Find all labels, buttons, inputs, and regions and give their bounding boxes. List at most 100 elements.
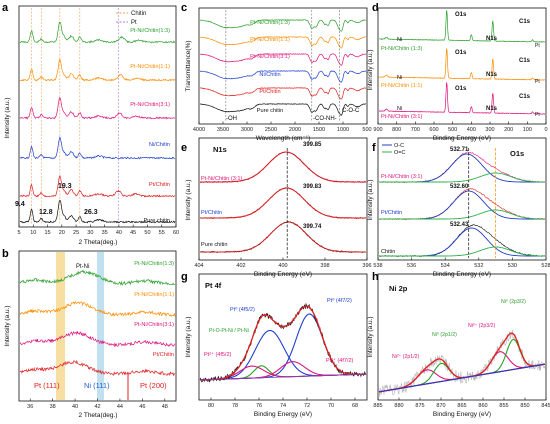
panel-d: d Intensity (a.u.) Binding Energy (eV) 9…: [367, 2, 548, 142]
c-label-s11: Pt-Ni/Chitin(1:1): [250, 37, 290, 43]
c-band-conh: -CO-NH-: [313, 116, 337, 122]
g-tick-label: 74: [280, 403, 286, 409]
d-o1s-label-2: O1s: [455, 50, 467, 56]
e-fit-s31: [200, 151, 366, 183]
panel-h-curves: [378, 329, 546, 397]
d-tick-label: 0: [544, 127, 547, 133]
e-label-s31: Pt-Ni/Chitin (3:1): [201, 176, 242, 182]
panel-a-letter: a: [2, 2, 9, 14]
f-peak-2: 532.60: [450, 184, 469, 190]
h-tick-label: 845: [541, 403, 550, 409]
panel-g-curves: [199, 302, 367, 383]
c-band-coc: C-O-C: [342, 108, 360, 114]
panel-a-xticks: 5 10 15 20 25 30 35 40 45 50 55 60: [17, 224, 179, 236]
a-label-ni: Ni/Chitin: [149, 142, 170, 148]
f-oc-pt: [379, 190, 545, 220]
panel-f-curves: [378, 148, 546, 258]
panel-e: e N1s Intensity (a.u.) Binding Energy (e…: [181, 137, 372, 278]
panel-g-xticks: 80 78 76 74 72 70 68: [208, 397, 358, 409]
b-tick-label: 46: [139, 404, 145, 410]
a-curve-chitin: [19, 200, 176, 224]
e-tick-label: 398: [320, 263, 329, 269]
b-label-s31: Pt-Ni/Chitin(3:1): [134, 322, 174, 328]
h-label-ni2-32: Ni²⁺ (2p3/2): [468, 323, 496, 329]
panel-c: c Transmittance(%) Wavelength (cm⁻¹) 400…: [181, 2, 372, 142]
c-curve-s31: [200, 53, 367, 66]
e-fit-pt: [200, 187, 366, 219]
panel-c-ylabel: Transmittance(%): [185, 40, 192, 91]
f-tick-label: 534: [441, 263, 450, 269]
a-tick-label: 5: [17, 230, 20, 236]
c-label-s13: Pt-Ni/Chitin(1:3): [250, 20, 290, 26]
e-tick-label: 400: [278, 263, 287, 269]
d-ni-label-3: Ni: [397, 106, 402, 112]
panel-a: a Intensity (a.u.) 2 Theta(deg.) 5 10 15 20…: [2, 2, 179, 246]
g-label-pt0-72: Pt⁰ (4f7/2): [327, 297, 352, 304]
a-tick-label: 20: [59, 230, 65, 236]
c-tick-label: 500: [362, 127, 371, 133]
c-curve-s11: [200, 36, 367, 49]
d-c1s-label-3: C1s: [519, 94, 531, 100]
b-label-s11: Pt-Ni/Chitin(1:1): [134, 292, 174, 298]
panel-h-xticks: 885 880 875 870 865 860 855 850 845: [373, 397, 550, 409]
f-tick-label: 536: [407, 263, 416, 269]
f-label-chitin: Chitin: [381, 249, 395, 255]
g-tick-label: 70: [328, 403, 334, 409]
d-n1s-label-3: N1s: [486, 106, 498, 112]
e-peak-1: 399.85: [303, 142, 322, 148]
h-tick-label: 855: [499, 403, 508, 409]
d-tick-label: 200: [504, 127, 513, 133]
h-tick-label: 880: [394, 403, 403, 409]
h-comp-ni0-32: [378, 338, 546, 393]
d-o1s-label-1: O1s: [455, 12, 467, 18]
d-tick-label: 700: [411, 127, 420, 133]
h-tick-label: 865: [457, 403, 466, 409]
panel-f: f O1s Intensity (a.u.) Binding Energy (e…: [367, 137, 550, 278]
g-raw-data: [199, 302, 367, 383]
g-label-pt2-52: Pt²⁺ (4f5/2): [204, 351, 232, 358]
a-label-s31: Pt-Ni/Chitin(3:1): [130, 102, 170, 108]
c-tick-label: 2000: [289, 127, 301, 133]
f-tick-label: 532: [474, 263, 483, 269]
a-curve-pt: [19, 174, 176, 198]
panel-c-xticks: 4000 3500 3000 2500 2000 1500 1000 500: [193, 121, 372, 133]
b-label-pt: Pt/Chitin: [153, 352, 174, 358]
d-pt-label-3: Pt: [535, 112, 540, 118]
panel-a-curves: [19, 21, 176, 224]
panel-d-xlabel: Binding Energy (eV): [433, 135, 491, 142]
panel-a-ylabel: Intensity (a.u.): [4, 97, 11, 138]
h-tick-label: 860: [478, 403, 487, 409]
panel-e-title: N1s: [213, 145, 227, 154]
d-ni-label-2: Ni: [397, 75, 402, 81]
d-tick-label: 400: [467, 127, 476, 133]
b-pt200-label: Pt (200): [140, 381, 167, 390]
d-curve-s31: [378, 82, 546, 115]
b-tick-label: 48: [162, 404, 168, 410]
a-tick-label: 15: [44, 230, 50, 236]
g-tick-label: 68: [352, 403, 358, 409]
b-curve-pt: [19, 359, 176, 377]
a-peak-26-3: 26.3: [84, 209, 98, 216]
panel-f-letter: f: [372, 142, 376, 154]
c-curve-pt: [199, 87, 367, 100]
b-tick-label: 44: [117, 404, 123, 410]
panel-h-letter: h: [372, 271, 379, 283]
d-curve-s13: [379, 10, 546, 43]
d-o1s-label-3: O1s: [455, 86, 467, 92]
panel-f-xlabel: Binding Energy (eV): [433, 271, 491, 278]
e-label-pt: Pt/Chitin: [201, 210, 222, 216]
panel-e-xticks: 404 402 400 398 396: [194, 257, 372, 269]
e-tick-label: 402: [236, 263, 245, 269]
a-tick-label: 60: [173, 230, 179, 236]
b-curve-s13: [19, 269, 176, 286]
a-curve-ni: [19, 136, 175, 160]
d-ni-label-1: Ni: [397, 37, 402, 43]
panel-e-xlabel: Binding Energy (eV): [254, 271, 312, 278]
panel-f-ylabel: Intensity (a.u.): [367, 179, 374, 220]
g-tick-label: 72: [304, 403, 310, 409]
d-label-s31: Pt-Ni/Chitin (3:1): [381, 114, 422, 120]
f-tick-label: 528: [541, 263, 550, 269]
f-o2c-pt: [379, 209, 546, 220]
